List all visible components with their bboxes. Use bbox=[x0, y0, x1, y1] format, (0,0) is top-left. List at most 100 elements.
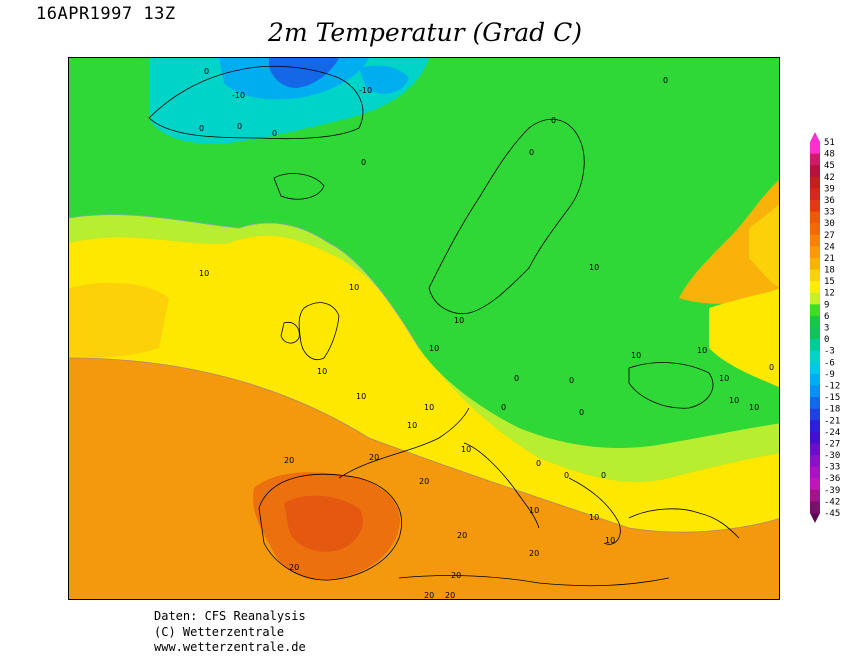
legend-level-label: -12 bbox=[824, 381, 840, 391]
legend-level-label: 6 bbox=[824, 312, 829, 322]
legend-swatch bbox=[810, 350, 820, 363]
legend-swatch bbox=[810, 223, 820, 236]
ireland-coastline bbox=[280, 321, 300, 344]
contour-label: 10 bbox=[356, 392, 366, 401]
greenland-cold-area bbox=[149, 58, 429, 144]
contour-label: 0 bbox=[272, 129, 277, 138]
temperature-map[interactable]: -10 -10 0 0 0 0 0 0 0 0 0 0 0 0 0 0 0 0 … bbox=[68, 57, 780, 600]
contour-label: 10 bbox=[454, 316, 464, 325]
legend-swatch bbox=[810, 397, 820, 410]
legend-swatch bbox=[810, 327, 820, 340]
legend-level-label: 0 bbox=[824, 335, 829, 345]
legend-swatch bbox=[810, 199, 820, 213]
legend-swatch bbox=[810, 234, 820, 247]
green-region bbox=[69, 58, 779, 448]
caspian-warm-area bbox=[749, 204, 779, 287]
contour-label: 20 bbox=[369, 453, 379, 462]
legend-level-label: 42 bbox=[824, 173, 835, 183]
contour-label: 20 bbox=[529, 549, 539, 558]
contour-label: 10 bbox=[719, 374, 729, 383]
france-coastline bbox=[338, 407, 470, 479]
legend-swatch bbox=[810, 373, 820, 386]
legend-level-label: 48 bbox=[824, 150, 835, 160]
legend-swatch bbox=[810, 478, 820, 491]
contour-label: 0 bbox=[199, 124, 204, 133]
legend-level-label: 9 bbox=[824, 300, 829, 310]
legend-level-label: -39 bbox=[824, 486, 840, 496]
contour-label: 0 bbox=[579, 408, 584, 417]
contour-label: 0 bbox=[601, 471, 606, 480]
contour-label: 10 bbox=[349, 283, 359, 292]
legend-level-label: -9 bbox=[824, 370, 835, 380]
balkans-coastline bbox=[568, 477, 621, 545]
legend-level-label: -30 bbox=[824, 451, 840, 461]
contour-label: 0 bbox=[663, 76, 668, 85]
legend-swatch bbox=[810, 455, 820, 468]
legend-swatch bbox=[810, 153, 820, 166]
contour-label: 20 bbox=[419, 477, 429, 486]
isotherm-20 bbox=[69, 357, 779, 533]
map-title: 2m Temperatur (Grad C) bbox=[268, 18, 582, 47]
legend-swatch bbox=[810, 292, 820, 305]
contour-label: 20 bbox=[451, 571, 461, 580]
iberia-hotter-area bbox=[284, 495, 363, 552]
contour-label: 0 bbox=[204, 67, 209, 76]
credits: Daten: CFS Reanalysis (C) Wetterzentrale… bbox=[154, 609, 306, 656]
legend-level-label: 12 bbox=[824, 289, 835, 299]
contour-label: 10 bbox=[589, 263, 599, 272]
legend-level-label: 3 bbox=[824, 324, 829, 334]
contour-label: 0 bbox=[769, 363, 774, 372]
contour-label: 10 bbox=[729, 396, 739, 405]
contour-label: 20 bbox=[445, 591, 455, 600]
legend-swatch bbox=[810, 142, 820, 155]
legend-level-label: -21 bbox=[824, 416, 840, 426]
contour-label: 20 bbox=[424, 591, 434, 600]
contour-label: -10 bbox=[359, 86, 372, 95]
legend-swatch bbox=[810, 443, 820, 456]
warm-band-south bbox=[69, 358, 779, 599]
contour-labels: -10 -10 0 0 0 0 0 0 0 0 0 0 0 0 0 0 0 0 … bbox=[199, 67, 774, 600]
turkey-coastline bbox=[628, 508, 740, 539]
contour-label: 10 bbox=[749, 403, 759, 412]
legend-level-label: 36 bbox=[824, 196, 835, 206]
website-link[interactable]: www.wetterzentrale.de bbox=[154, 640, 306, 654]
contour-label: 20 bbox=[284, 456, 294, 465]
legend-top-arrow bbox=[810, 132, 820, 142]
legend-level-label: 24 bbox=[824, 242, 835, 252]
legend-swatch bbox=[810, 489, 820, 502]
contour-label: 0 bbox=[529, 148, 534, 157]
legend-level-label: -45 bbox=[824, 509, 840, 519]
legend-level-label: -24 bbox=[824, 428, 840, 438]
contour-label: 10 bbox=[605, 536, 615, 545]
contour-label: -10 bbox=[232, 91, 245, 100]
timestamp: 16APR1997 13Z bbox=[36, 4, 176, 24]
contour-label: 0 bbox=[564, 471, 569, 480]
legend-level-label: -15 bbox=[824, 393, 840, 403]
legend-swatch bbox=[810, 269, 820, 282]
color-legend: 51 48 45 42 39 36 33 30 27 24 21 18 15 12 9 6 3 0 -3 -6 -9 -1… bbox=[808, 130, 850, 525]
contour-label: 10 bbox=[529, 506, 539, 515]
contour-label: 20 bbox=[289, 563, 299, 572]
legend-level-label: -36 bbox=[824, 474, 840, 484]
legend-swatch bbox=[810, 246, 820, 259]
yellow-band bbox=[69, 235, 779, 533]
contour-label: 10 bbox=[199, 269, 209, 278]
contour-label: 0 bbox=[501, 403, 506, 412]
legend-swatch bbox=[810, 304, 820, 317]
contour-label: 0 bbox=[361, 158, 366, 167]
north-africa-coastline bbox=[398, 575, 670, 587]
legend-level-label: 33 bbox=[824, 208, 835, 218]
legend-swatch bbox=[810, 188, 820, 201]
contour-label: 10 bbox=[589, 513, 599, 522]
contour-label: 10 bbox=[424, 403, 434, 412]
legend-swatch bbox=[810, 165, 820, 178]
legend-level-label: 27 bbox=[824, 231, 835, 241]
light-green-band bbox=[69, 214, 779, 482]
iceland-coastline bbox=[273, 173, 325, 200]
legend-level-label: -33 bbox=[824, 463, 840, 473]
legend-level-label: 18 bbox=[824, 266, 835, 276]
iberia-coastline bbox=[258, 473, 402, 581]
black-sea-coastline bbox=[628, 362, 714, 409]
data-source: Daten: CFS Reanalysis bbox=[154, 609, 306, 623]
legend-swatch bbox=[810, 315, 820, 328]
